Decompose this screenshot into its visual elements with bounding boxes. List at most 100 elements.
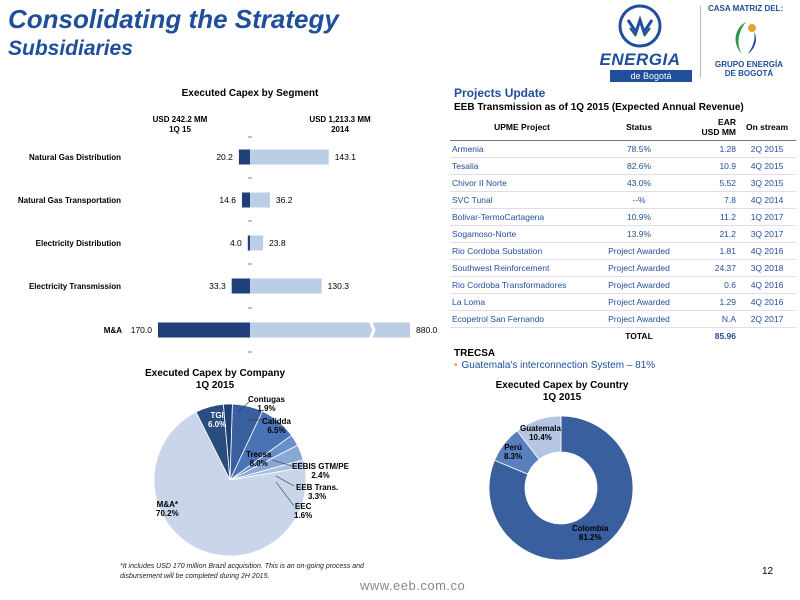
project-stream: 3Q 2017 — [738, 225, 796, 243]
project-name: Ecopetrol San Fernando — [450, 310, 594, 328]
total-label: TOTAL — [625, 331, 653, 342]
bar-head-1q15-period: 1Q 15 — [169, 125, 191, 134]
footer-url[interactable]: www.eeb.com.co — [360, 578, 466, 593]
page-subtitle: Subsidiaries — [8, 37, 133, 60]
pie-slice-m-a — [153, 411, 307, 557]
bar-1q15 — [231, 278, 250, 294]
project-name: Chivor II Norte — [450, 174, 594, 192]
company-pie-leaders — [237, 400, 295, 507]
pie-label-trecsa-value: 8.0% — [249, 459, 268, 468]
grupo-mark-icon — [735, 22, 756, 54]
bar-category-label: M&A — [104, 326, 122, 335]
bar-2014 — [250, 192, 270, 208]
pie-label-tgi: TGI 6.0% — [208, 411, 226, 429]
project-stream: 4Q 2014 — [738, 191, 796, 209]
pie-slice-colombia — [488, 415, 634, 561]
project-ear: 11.2 — [684, 208, 738, 226]
bar-break-mark — [368, 319, 376, 341]
project-ear: 10.9 — [684, 157, 738, 175]
pie-label-eebtrans: EEB Trans. 3.3% — [296, 483, 338, 501]
project-ear: N.A — [684, 310, 738, 328]
project-status: 10.9% — [594, 208, 684, 226]
pie-label-guatemala-name: Guatemala — [520, 424, 561, 433]
project-name: Rio Cordoba Substation — [450, 242, 594, 260]
table-row: Armenia 78.5% 1.28 2Q 2015 — [450, 140, 796, 158]
pie-label-colombia-value: 81.2% — [578, 533, 602, 542]
header-ear-line2: USD MM — [701, 126, 736, 137]
pie-label-eebtrans-name: EEB Trans. — [296, 483, 339, 492]
pie-label-calidda-value: 6.5% — [267, 426, 286, 435]
project-ear: 1.28 — [684, 140, 738, 158]
table-row: Sogamoso-Norte 13.9% 21.2 3Q 2017 — [450, 225, 796, 243]
pie-label-colombia: Colombia 81.2% — [572, 524, 608, 542]
table-row: Rio Cordoba Substation Project Awarded 1.8… — [450, 242, 796, 260]
country-pie-title-line2: 1Q 2015 — [542, 392, 582, 403]
table-row: Tesalia 82.6% 10.9 4Q 2015 — [450, 157, 796, 175]
pie-label-ma: M&A* 70.2% — [156, 500, 179, 518]
casa-matriz-label: CASA MATRIZ DEL: — [708, 4, 784, 13]
project-ear: 1.81 — [684, 242, 738, 260]
project-name: Tesalia — [450, 157, 594, 175]
project-ear: 21.2 — [684, 225, 738, 243]
pie-slice-guatemala — [516, 415, 562, 460]
total-value: 85.96 — [714, 331, 736, 342]
project-status: 82.6% — [594, 157, 684, 175]
bar-value-2014: 23.8 — [269, 238, 286, 248]
table-row: Ecopetrol San Fernando Project Awarded N.A… — [450, 310, 796, 328]
company-pie-title: Executed Capex by Company 1Q 2015 — [135, 368, 295, 392]
bar-value-2014: 880.0 — [416, 325, 438, 335]
project-ear: 1.29 — [684, 293, 738, 311]
pie-label-trecsa-name: Trecsa — [246, 450, 272, 459]
segment-bar-chart: 20.2 143.1 Natural Gas Distribution 14.6 36.… — [18, 136, 438, 353]
pie-label-eec-name: EEC — [294, 502, 312, 511]
pie-label-eebis: EEBIS GTM/PE 2.4% — [292, 462, 349, 480]
projects-subtitle: EEB Transmission as of 1Q 2015 (Expected… — [454, 102, 744, 113]
energia-sub: de Bogotá — [610, 70, 692, 82]
total-spacer — [450, 327, 594, 345]
table-row: Bolivar-TermoCartagena 10.9% 11.2 1Q 2017 — [450, 208, 796, 226]
pie-label-guatemala: Guatemala 10.4% — [520, 424, 561, 442]
bar-value-1q15: 33.3 — [209, 281, 226, 291]
pie-label-trecsa: Trecsa 8.0% — [246, 450, 271, 468]
energia-wordmark: ENERGIA — [599, 50, 681, 69]
pie-label-eec-value: 1.6% — [294, 511, 313, 520]
pie-label-guatemala-value: 10.4% — [529, 433, 552, 442]
project-stream: 4Q 2016 — [738, 293, 796, 311]
trecsa-item-text: Guatemala's interconnection System – 81% — [461, 360, 656, 371]
pie-label-peru: Perú 8.3% — [504, 443, 522, 461]
bar-1q15 — [247, 235, 250, 251]
bar-value-1q15: 170.0 — [131, 325, 153, 335]
pie-label-eebis-name: EEBIS GTM/PE — [292, 462, 349, 471]
project-ear: 24.37 — [684, 259, 738, 277]
footnote: *It includes USD 170 million Brazil acqu… — [120, 563, 364, 580]
bar-value-2014: 36.2 — [276, 195, 293, 205]
total-spacer-2 — [738, 327, 796, 345]
project-ear: 0.6 — [684, 276, 738, 294]
pie-label-calidda-name: Calidda — [262, 417, 291, 426]
project-stream: 1Q 2017 — [738, 208, 796, 226]
energia-mark-icon — [618, 4, 662, 48]
bar-chart-title: Executed Capex by Segment — [181, 88, 319, 99]
pie-label-contugas: Contugas 1.9% — [248, 395, 285, 413]
company-pie-chart — [153, 403, 307, 557]
project-name: Sogamoso-Norte — [450, 225, 594, 243]
project-name: La Loma — [450, 293, 594, 311]
project-name: Rio Cordoba Transformadores — [450, 276, 594, 294]
energia-logo: ENERGIA de Bogotá — [588, 4, 692, 82]
grupo-name-line1: GRUPO ENERGÍA — [714, 60, 783, 69]
pie-label-calidda: Calidda 6.5% — [262, 417, 291, 435]
project-stream: 2Q 2015 — [738, 140, 796, 158]
bullet-icon: • — [454, 360, 458, 371]
projects-total-row: TOTAL 85.96 — [450, 327, 796, 345]
project-stream: 3Q 2018 — [738, 259, 796, 277]
project-status: Project Awarded — [594, 259, 684, 277]
grupo-logo: CASA MATRIZ DEL: GRUPO ENERGÍA DE BOGOTÁ — [708, 4, 798, 78]
bar-head-2014-period: 2014 — [331, 125, 349, 134]
project-status: Project Awarded — [594, 293, 684, 311]
projects-header-row: UPME Project Status EAR USD MM On stream — [450, 114, 796, 141]
bar-1q15 — [241, 192, 250, 208]
project-status: Project Awarded — [594, 242, 684, 260]
project-name: Bolivar-TermoCartagena — [450, 208, 594, 226]
table-row: Southwest Reinforcement Project Awarded 24… — [450, 259, 796, 277]
bar-category-label: Natural Gas Transportation — [18, 196, 121, 205]
